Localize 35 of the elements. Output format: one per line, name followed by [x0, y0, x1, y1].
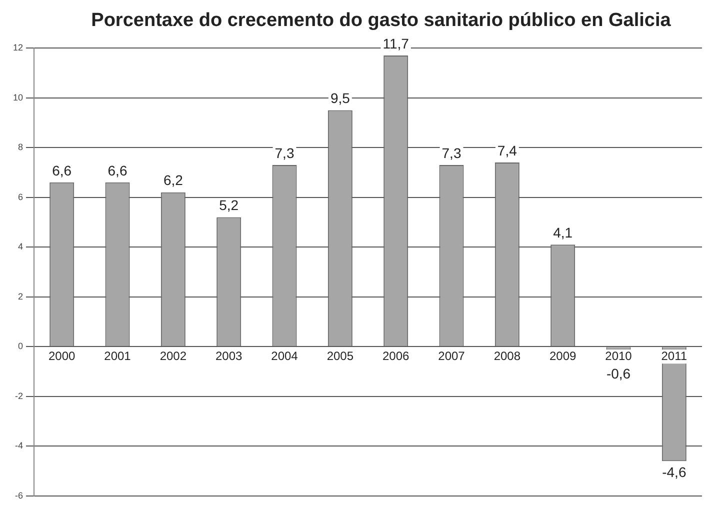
y-tick-label: 12	[12, 42, 24, 52]
data-label: 6,2	[163, 172, 184, 188]
data-label: 7,4	[497, 142, 518, 158]
data-label: -4,6	[662, 464, 686, 480]
x-tick-label: 2007	[438, 348, 466, 363]
x-tick-label: 2006	[382, 348, 410, 363]
data-label: 4,1	[553, 224, 573, 240]
data-label: -0,6	[606, 366, 631, 382]
data-label: 11,7	[382, 35, 410, 52]
y-tick-label: 10	[12, 92, 24, 102]
x-tick-label: 2005	[326, 348, 354, 363]
y-tick-label: 0	[18, 341, 24, 352]
y-tick-label: 2	[18, 291, 24, 302]
data-label: 7,3	[442, 144, 462, 161]
x-tick-label: 2009	[549, 348, 577, 363]
x-tick-label: 2002	[160, 348, 187, 363]
x-tick-label: 2010	[605, 348, 632, 363]
x-tick-label: 2011	[661, 348, 688, 363]
y-tick-label: 4	[18, 242, 24, 252]
y-tick-label: 8	[18, 142, 24, 152]
data-label: 6,6	[52, 162, 72, 178]
data-label: 6,6	[108, 162, 128, 178]
y-tick-label: -2	[14, 390, 24, 401]
data-label: 7,3	[274, 144, 294, 161]
y-tick-label: -4	[14, 440, 24, 451]
x-tick-label: 2003	[215, 348, 243, 363]
x-tick-label: 2000	[48, 348, 76, 363]
y-tick-label: -6	[14, 490, 24, 500]
data-label: 5,2	[219, 197, 239, 214]
chart-title: Porcentaxe do crecemento do gasto sanitario público en Galicia	[90, 10, 672, 32]
data-label: 9,5	[330, 90, 350, 106]
x-tick-label: 2004	[271, 348, 298, 363]
x-tick-label: 2001	[104, 348, 132, 363]
y-tick-label: 6	[18, 192, 24, 202]
x-tick-label: 2008	[494, 348, 521, 363]
